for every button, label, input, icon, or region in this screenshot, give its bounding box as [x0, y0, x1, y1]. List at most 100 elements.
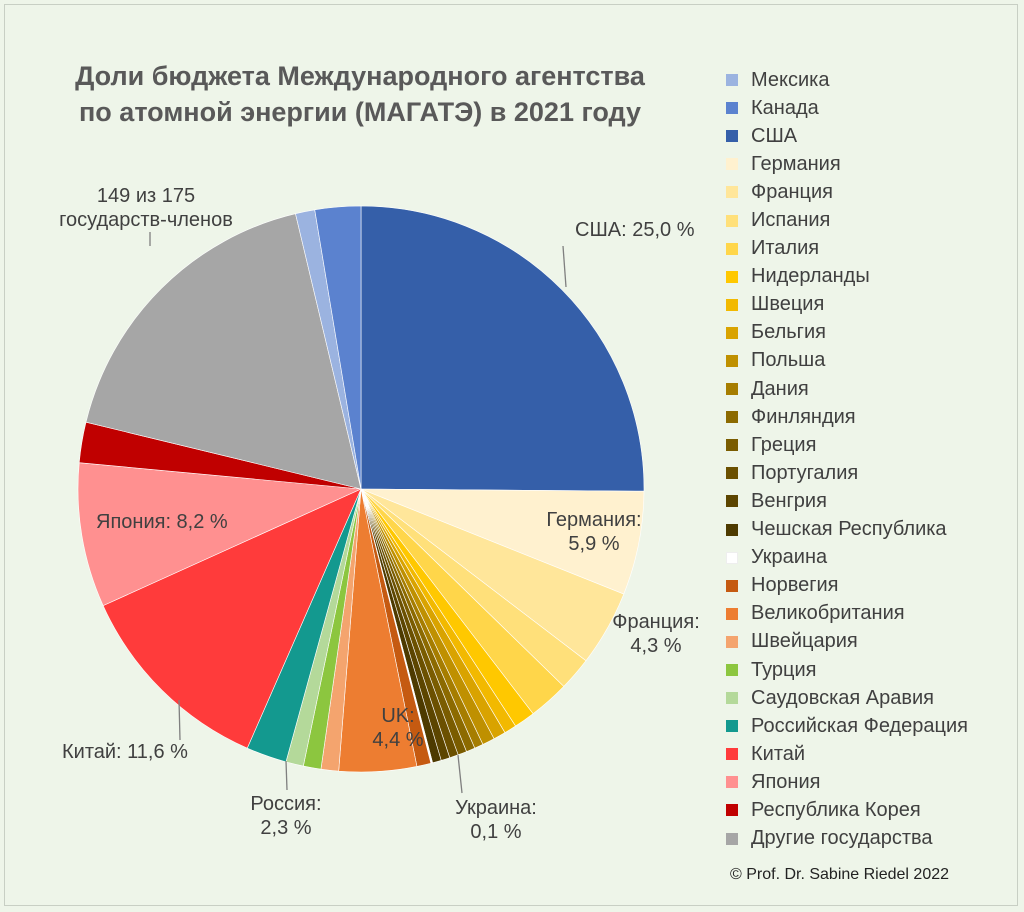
data-label-germany: Германия: 5,9 % — [532, 508, 656, 556]
legend-item: Норвегия — [726, 572, 1021, 600]
legend-label: Франция — [751, 180, 833, 203]
pie-slice-27: Канада — [314, 205, 362, 490]
legend-item: Франция — [726, 178, 1021, 206]
data-label-uk-value: 4,4 % — [372, 729, 424, 751]
legend-label: Другие государства — [751, 827, 933, 850]
legend-label: Саудовская Аравия — [751, 686, 935, 709]
legend-item: Турция — [726, 656, 1021, 684]
legend-swatch — [726, 242, 738, 255]
legend-label: Китай — [751, 742, 806, 765]
legend-item: Великобритания — [726, 600, 1021, 628]
legend-swatch — [726, 214, 738, 227]
legend-label: Греция — [751, 433, 817, 456]
data-label-france: Франция: 4,3 % — [600, 610, 712, 658]
legend-item: Швейцария — [726, 628, 1021, 656]
data-label-usa-text: США: 25,0 % — [575, 219, 695, 241]
legend-item: Дания — [726, 375, 1021, 403]
legend-label: Канада — [751, 96, 819, 119]
data-label-uk-name: UK: — [381, 705, 415, 727]
legend-swatch — [726, 186, 738, 199]
legend-swatch — [726, 130, 738, 143]
legend-swatch — [726, 720, 738, 733]
legend-label: Польша — [751, 349, 826, 372]
leader-line-russia — [285, 760, 288, 791]
data-label-others-line-1: 149 из 175 — [96, 185, 196, 207]
pie-slice-25: Другие государства — [85, 213, 362, 490]
data-label-japan-text: Япония: 8,2 % — [96, 511, 228, 533]
legend-swatch — [726, 439, 738, 452]
legend-swatch — [726, 354, 738, 367]
legend-label: Великобритания — [751, 602, 905, 625]
legend-item: Венгрия — [726, 487, 1021, 515]
legend-label: Италия — [751, 237, 820, 260]
legend-swatch — [726, 383, 738, 396]
leader-lines — [149, 232, 567, 794]
legend-label: Украина — [751, 546, 828, 569]
legend-swatch — [726, 270, 738, 283]
data-label-russia: Россия: 2,3 % — [228, 792, 344, 840]
legend-label: США — [751, 124, 798, 147]
data-label-russia-name: Россия: — [250, 793, 322, 815]
legend-swatch — [726, 607, 738, 620]
legend-swatch — [726, 158, 738, 171]
legend-label: Германия — [751, 152, 841, 175]
legend-swatch — [726, 579, 738, 592]
data-label-usa: США: 25,0 % — [575, 218, 695, 242]
legend-item: Португалия — [726, 459, 1021, 487]
legend-label: Республика Корея — [751, 798, 921, 821]
data-label-uk: UK: 4,4 % — [362, 704, 434, 752]
data-label-ukraine: Украина: 0,1 % — [440, 796, 552, 844]
legend-swatch — [726, 664, 738, 677]
legend-label: Испания — [751, 209, 831, 232]
legend-swatch — [726, 326, 738, 339]
data-label-ukraine-name: Украина: — [455, 797, 537, 819]
legend-label: Российская Федерация — [751, 714, 969, 737]
legend-label: Швейцария — [751, 630, 858, 653]
legend-swatch — [726, 298, 738, 311]
data-label-japan: Япония: 8,2 % — [96, 510, 228, 534]
chart-frame — [4, 4, 1018, 906]
legend-label: Португалия — [751, 461, 859, 484]
legend-item: Китай — [726, 740, 1021, 768]
legend-item: Греция — [726, 431, 1021, 459]
data-label-china: Китай: 11,6 % — [62, 740, 188, 764]
data-label-russia-value: 2,3 % — [260, 817, 312, 839]
chart-title: Доли бюджета Международного агентства по… — [20, 58, 700, 130]
pie-slice-0: США — [360, 205, 645, 492]
data-label-france-name: Франция: — [612, 611, 700, 633]
legend-item: Мексика — [726, 66, 1021, 94]
data-label-ukraine-value: 0,1 % — [470, 821, 522, 843]
legend-label: Швеция — [751, 293, 825, 316]
legend-item: Испания — [726, 206, 1021, 234]
legend-swatch — [726, 748, 738, 761]
data-label-others: 149 из 175 государств-членов — [28, 184, 264, 232]
legend-item: Япония — [726, 768, 1021, 796]
legend-swatch — [726, 635, 738, 648]
pie-slices: СШАГерманияФранцияИспанияИталияНидерланд… — [77, 205, 645, 773]
legend-item: Финляндия — [726, 403, 1021, 431]
data-label-china-text: Китай: 11,6 % — [62, 741, 188, 763]
legend-item: Германия — [726, 150, 1021, 178]
legend-item: Российская Федерация — [726, 712, 1021, 740]
legend-label: Нидерланды — [751, 265, 870, 288]
chart-title-line-2: по атомной энергии (МАГАТЭ) в 2021 году — [79, 97, 641, 127]
legend-item: Нидерланды — [726, 263, 1021, 291]
legend-label: Норвегия — [751, 574, 839, 597]
legend-item: Республика Корея — [726, 796, 1021, 824]
legend-swatch — [726, 804, 738, 817]
legend-swatch — [726, 523, 738, 536]
leader-line-usa — [562, 245, 567, 288]
pie-slice-22: Китай — [102, 488, 362, 749]
copyright-notice: © Prof. Dr. Sabine Riedel 2022 — [730, 866, 950, 883]
legend-item: Бельгия — [726, 319, 1021, 347]
legend-label: Мексика — [751, 68, 830, 91]
legend-item: Украина — [726, 544, 1021, 572]
legend-swatch — [726, 495, 738, 508]
data-label-germany-value: 5,9 % — [568, 533, 620, 555]
legend-label: Бельгия — [751, 321, 826, 344]
legend-item: Швеция — [726, 291, 1021, 319]
pie-slice-23: Япония — [77, 462, 363, 606]
data-label-germany-name: Германия: — [546, 509, 642, 531]
legend-swatch — [726, 832, 738, 845]
